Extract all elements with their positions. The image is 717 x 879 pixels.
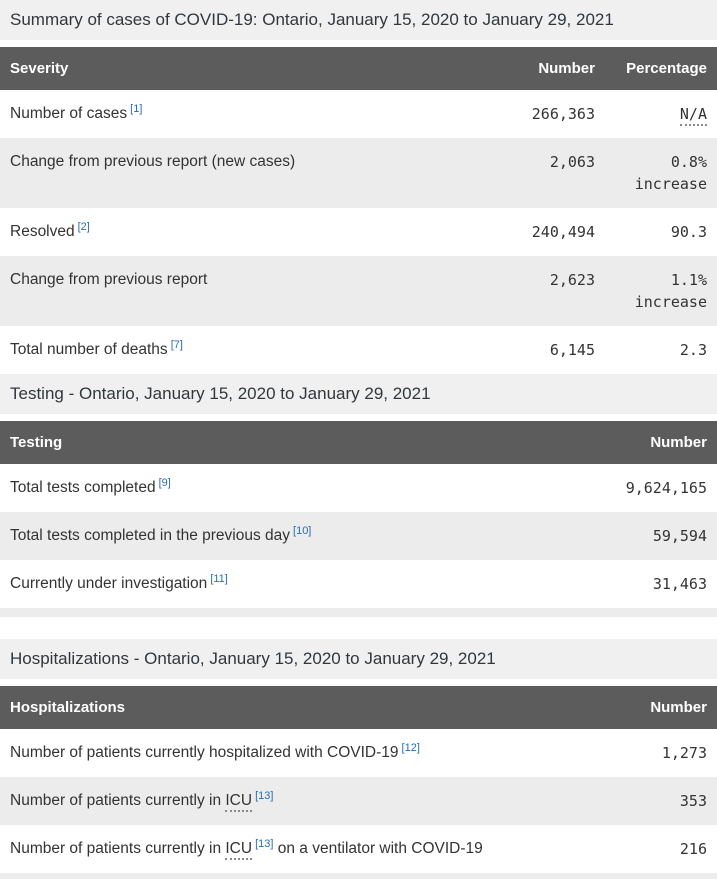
icu-abbr: ICU bbox=[225, 840, 253, 860]
number-cell: 6,145 bbox=[549, 341, 595, 359]
row-label-text: Change from previous report bbox=[10, 271, 208, 288]
number-cell: 353 bbox=[679, 792, 707, 810]
testing-section: Testing - Ontario, January 15, 2020 to J… bbox=[0, 374, 717, 617]
summary-header-row: Severity Number Percentage bbox=[0, 47, 717, 90]
column-header-severity: Severity bbox=[0, 47, 493, 90]
table-row: Total tests completed in the previous da… bbox=[0, 512, 717, 560]
column-header-number: Number bbox=[595, 421, 717, 464]
row-label: Change from previous report (new cases) bbox=[0, 138, 493, 208]
table-row: Resolved [2] 240,494 90.3 bbox=[0, 208, 717, 256]
summary-section: Summary of cases of COVID-19: Ontario, J… bbox=[0, 0, 717, 374]
testing-table: Testing Number Total tests completed [9] … bbox=[0, 421, 717, 608]
footnote-link[interactable]: [7] bbox=[170, 338, 183, 351]
testing-header-row: Testing Number bbox=[0, 421, 717, 464]
table-row: Total tests completed [9] 9,624,165 bbox=[0, 464, 717, 512]
footnote-link[interactable]: [1] bbox=[130, 102, 143, 115]
column-header-number: Number bbox=[595, 686, 717, 729]
row-label-text: Total tests completed bbox=[10, 479, 156, 496]
footnote-link[interactable]: [13] bbox=[255, 789, 274, 802]
column-header-testing: Testing bbox=[0, 421, 595, 464]
number-cell: 2,623 bbox=[549, 271, 595, 289]
row-label: Total tests completed [9] bbox=[0, 464, 595, 512]
column-header-hospitalizations: Hospitalizations bbox=[0, 686, 595, 729]
table-row: Number of patients currently in ICU [13] … bbox=[0, 825, 717, 873]
row-label-text: Total tests completed in the previous da… bbox=[10, 527, 291, 544]
section-gap bbox=[0, 617, 717, 639]
table-row: Total number of deaths [7] 6,145 2.3 bbox=[0, 326, 717, 374]
summary-table: Severity Number Percentage Number of cas… bbox=[0, 47, 717, 374]
number-cell: 2,063 bbox=[549, 153, 595, 171]
number-cell: 1,273 bbox=[661, 744, 707, 762]
table-row: Number of cases [1] 266,363 N/A bbox=[0, 90, 717, 138]
number-cell: 216 bbox=[679, 840, 707, 858]
icu-abbr: ICU bbox=[225, 792, 253, 812]
footnote-link[interactable]: [2] bbox=[77, 220, 90, 233]
table-bottom-strip bbox=[0, 873, 717, 879]
number-cell: 31,463 bbox=[652, 575, 707, 593]
table-row: Number of patients currently in ICU [13] … bbox=[0, 777, 717, 825]
row-label-text: Resolved bbox=[10, 223, 75, 240]
row-label-text: on a ventilator with COVID-19 bbox=[273, 840, 483, 857]
hospitalizations-section: Hospitalizations - Ontario, January 15, … bbox=[0, 639, 717, 879]
row-label: Total tests completed in the previous da… bbox=[0, 512, 595, 560]
percentage-cell: 1.1% increase bbox=[634, 271, 707, 311]
row-label-text: Number of cases bbox=[10, 105, 128, 122]
row-label-text: Currently under investigation bbox=[10, 575, 208, 592]
row-label-text: Number of patients currently in bbox=[10, 840, 226, 857]
column-header-percentage: Percentage bbox=[605, 47, 717, 90]
number-cell: 9,624,165 bbox=[625, 479, 707, 497]
row-label: Number of patients currently hospitalize… bbox=[0, 729, 595, 777]
percentage-cell: 0.8% increase bbox=[634, 153, 707, 193]
testing-table-caption: Testing - Ontario, January 15, 2020 to J… bbox=[0, 374, 717, 414]
footnote-link[interactable]: [11] bbox=[210, 572, 228, 585]
row-label: Total number of deaths [7] bbox=[0, 326, 493, 374]
footnote-link[interactable]: [10] bbox=[293, 524, 312, 537]
row-label: Number of patients currently in ICU [13] bbox=[0, 777, 595, 825]
row-label-text: Total number of deaths bbox=[10, 341, 168, 358]
footnote-link[interactable]: [12] bbox=[401, 741, 420, 754]
row-label-text: Number of patients currently hospitalize… bbox=[10, 744, 399, 761]
table-row: Number of patients currently hospitalize… bbox=[0, 729, 717, 777]
row-label: Number of cases [1] bbox=[0, 90, 493, 138]
row-label: Change from previous report bbox=[0, 256, 493, 326]
na-abbr: N/A bbox=[679, 105, 707, 126]
row-label-text: Change from previous report (new cases) bbox=[10, 153, 296, 170]
footnote-link[interactable]: [13] bbox=[255, 837, 274, 850]
number-cell: 240,494 bbox=[531, 223, 595, 241]
percentage-cell: 90.3 bbox=[670, 223, 707, 241]
table-bottom-strip bbox=[0, 608, 717, 617]
number-cell: 59,594 bbox=[652, 527, 707, 545]
column-header-number: Number bbox=[493, 47, 605, 90]
hospitalizations-table: Hospitalizations Number Number of patien… bbox=[0, 686, 717, 873]
table-row: Currently under investigation [11] 31,463 bbox=[0, 560, 717, 608]
hospitalizations-table-caption: Hospitalizations - Ontario, January 15, … bbox=[0, 639, 717, 679]
row-label: Currently under investigation [11] bbox=[0, 560, 595, 608]
table-row: Change from previous report 2,623 1.1% i… bbox=[0, 256, 717, 326]
row-label-text: Number of patients currently in bbox=[10, 792, 226, 809]
number-cell: 266,363 bbox=[531, 105, 595, 123]
table-row: Change from previous report (new cases) … bbox=[0, 138, 717, 208]
hospitalizations-header-row: Hospitalizations Number bbox=[0, 686, 717, 729]
footnote-link[interactable]: [9] bbox=[158, 476, 171, 489]
row-label: Number of patients currently in ICU [13] … bbox=[0, 825, 595, 873]
percentage-cell: N/A bbox=[605, 90, 717, 138]
row-label: Resolved [2] bbox=[0, 208, 493, 256]
summary-table-caption: Summary of cases of COVID-19: Ontario, J… bbox=[0, 0, 717, 40]
percentage-cell: 2.3 bbox=[679, 341, 707, 359]
